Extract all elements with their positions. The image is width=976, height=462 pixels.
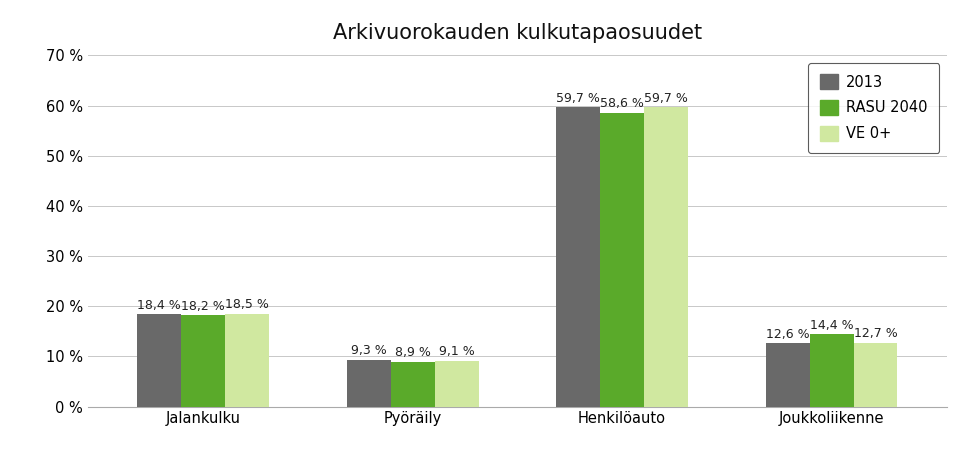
Bar: [556, 107, 600, 407]
Text: 14,4 %: 14,4 %: [810, 319, 853, 332]
Legend: 2013, RASU 2040, VE 0+: 2013, RASU 2040, VE 0+: [808, 63, 940, 152]
Title: Arkivuorokauden kulkutapaosuudet: Arkivuorokauden kulkutapaosuudet: [333, 23, 702, 43]
Bar: [346, 360, 390, 407]
Bar: [809, 334, 853, 407]
Text: 59,7 %: 59,7 %: [644, 91, 688, 104]
Text: 18,5 %: 18,5 %: [225, 298, 269, 311]
Text: 18,2 %: 18,2 %: [182, 300, 224, 313]
Bar: [853, 343, 898, 407]
Bar: [600, 113, 644, 407]
Text: 8,9 %: 8,9 %: [394, 346, 430, 359]
Text: 12,7 %: 12,7 %: [854, 328, 897, 340]
Text: 18,4 %: 18,4 %: [138, 299, 181, 312]
Text: 9,3 %: 9,3 %: [350, 344, 386, 358]
Bar: [644, 107, 688, 407]
Bar: [390, 362, 434, 407]
Text: 12,6 %: 12,6 %: [766, 328, 809, 341]
Bar: [225, 314, 269, 407]
Bar: [182, 315, 225, 407]
Bar: [434, 361, 478, 407]
Text: 59,7 %: 59,7 %: [556, 91, 600, 104]
Bar: [765, 343, 809, 407]
Text: 9,1 %: 9,1 %: [438, 346, 474, 359]
Bar: [137, 314, 182, 407]
Text: 58,6 %: 58,6 %: [600, 97, 644, 110]
